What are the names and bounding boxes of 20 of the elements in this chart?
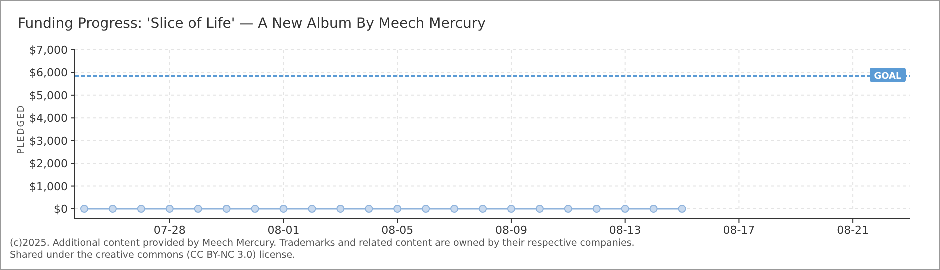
y-tick-label: $4,000: [30, 112, 68, 126]
y-tick-label: $3,000: [30, 134, 68, 148]
x-tick-label: 08-13: [609, 224, 642, 237]
y-tick-label: $5,000: [30, 89, 68, 102]
x-tick-label: 08-21: [837, 224, 870, 237]
y-tick-label: $6,000: [30, 66, 68, 80]
y-tick-label: $2,000: [30, 158, 68, 171]
x-tick-label: 07-28: [154, 224, 186, 237]
text: Shared under the creative commons (CC BY-NC 3.0) license.: [10, 250, 296, 261]
text: (c)2025. Additional content provided by Meech Mercury. Trademarks and related content are owned by their respective companies.: [10, 238, 635, 249]
x-tick-label: 08-05: [382, 224, 414, 237]
x-tick-label: 08-09: [495, 224, 528, 237]
y-tick-label: $7,000: [30, 44, 68, 57]
x-tick-label: 08-17: [723, 224, 756, 237]
x-tick-label: 08-01: [268, 224, 300, 237]
y-tick-label: $0: [54, 203, 68, 216]
y-axis-title: PLEDGED: [17, 104, 27, 154]
chart-title: Funding Progress: 'Slice of Life' — A New Album By Meech Mercury: [18, 16, 486, 32]
ref-line-label: GOAL: [874, 72, 902, 82]
y-tick-label: $1,000: [30, 180, 68, 194]
